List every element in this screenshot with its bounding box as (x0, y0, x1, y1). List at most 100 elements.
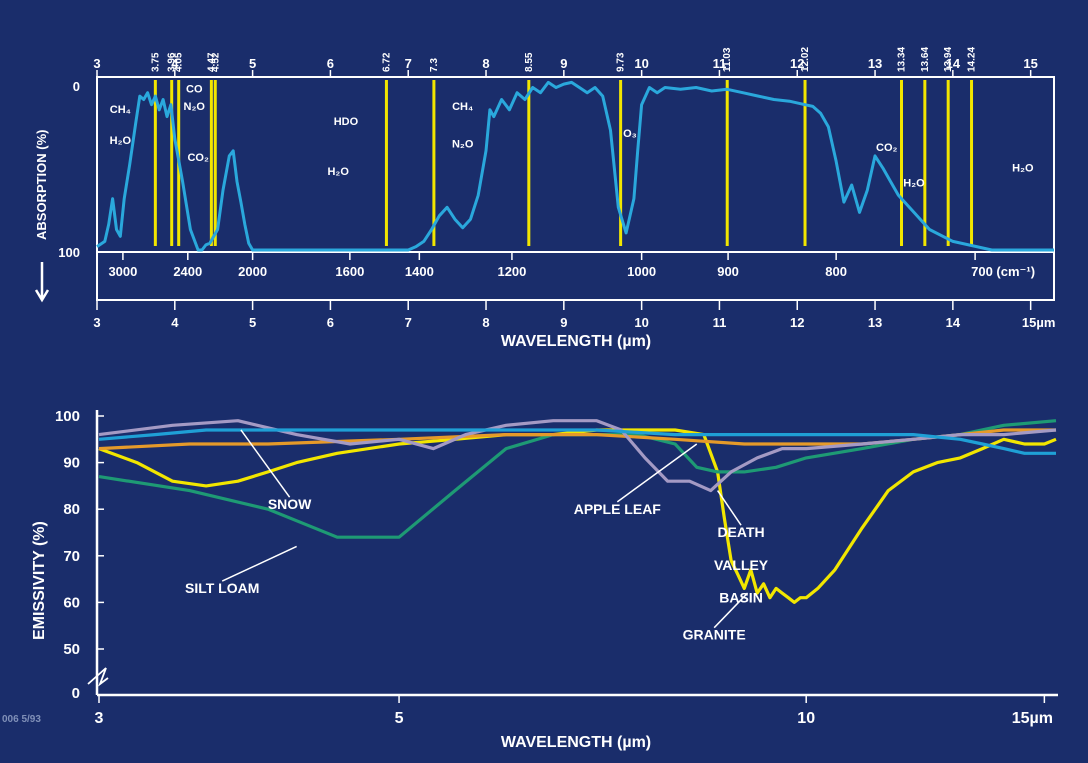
gas-label: N₂O (452, 138, 474, 150)
figure-footnote: 006 5/93 (2, 714, 41, 725)
y-tick-label: 60 (63, 594, 80, 611)
y-tick-label: 80 (63, 501, 80, 518)
top-tick-label: 11 (713, 56, 727, 71)
absorption-line (96, 80, 1054, 252)
wavenumber-tick-label: 2000 (238, 264, 267, 279)
label-leader-line (240, 429, 291, 498)
gas-label: H₂O (903, 178, 925, 190)
x-tick-label: 3 (93, 315, 100, 330)
y-tick-label: 0 (73, 79, 80, 94)
x-tick-label: 11 (713, 315, 727, 330)
wavenumber-tick-label: 3000 (108, 264, 137, 279)
gas-label: HDO (334, 116, 359, 128)
x-tick-label: 7 (405, 315, 412, 330)
y-tick-label: 0 (72, 685, 80, 702)
x-tick-label: 12 (790, 315, 804, 330)
x-tick-label: 4 (171, 315, 179, 330)
x-tick-label: 6 (327, 315, 334, 330)
label-leader-line (716, 490, 742, 526)
emissivity-line (98, 428, 1057, 605)
gas-label: H₂O (327, 166, 349, 178)
axis-break-icon (87, 667, 109, 687)
x-tick-label: 5 (249, 315, 256, 330)
band-label: 13.34 (897, 47, 908, 72)
x-tick-label: 8 (482, 315, 489, 330)
band-label: 14.24 (967, 47, 978, 72)
gas-label: O₃ (623, 128, 637, 140)
gas-label: CH₄ (452, 101, 473, 113)
series-label: VALLEY (714, 557, 769, 573)
emissivity-line (98, 419, 1057, 493)
x-tick-label: 14 (946, 315, 961, 330)
band-label: 12.02 (800, 47, 811, 72)
top-tick-label: 13 (868, 56, 882, 71)
x-tick-label: 15µm (1012, 710, 1053, 727)
top-tick-label: 10 (634, 56, 648, 71)
series-label: GRANITE (683, 627, 746, 643)
wavenumber-tick-label: 1000 (627, 264, 656, 279)
y-tick-label: 70 (63, 548, 80, 565)
gas-label: CH₄ (110, 104, 131, 116)
series-label: APPLE LEAF (574, 501, 662, 517)
series-label: DEATH (717, 524, 764, 540)
band-label: 4.47 (206, 52, 217, 72)
absorption-panel: 3.75 3.964.05 4.474.52 6.72 7.3 8.55 9.73 11.03… (34, 47, 1055, 350)
wavenumber-tick-label: 1600 (335, 264, 364, 279)
absorption-series (96, 80, 1054, 252)
top-tick-label: 5 (249, 56, 256, 71)
emissivity-ticks: 0 50 60 70 80 90 100 3 5 10 15µm (55, 408, 1053, 727)
absorption-ticks: 3 4 5 6 7 8 9 10 11 12 13 14 15 3 4 5 6 7 8 9 10 11 12 13 14 15µm… (93, 56, 1055, 330)
gas-label: N₂O (184, 101, 206, 113)
emissivity-y-axis-title: EMISSIVITY (%) (31, 521, 48, 640)
emissivity-panel: SNOW APPLE LEAF SILT LOAM DEATH VALLEY BASIN G… (2, 408, 1058, 751)
x-tick-label: 3 (95, 710, 104, 727)
band-label: 9.73 (616, 52, 627, 72)
gas-label: CO₂ (876, 142, 898, 154)
top-tick-label: 14 (946, 56, 961, 71)
gas-labels: CH₄ H₂O CO N₂O CO₂ HDO H₂O CH₄ N₂O O₃ CO₂ H₂O H₂O (110, 84, 1034, 190)
gas-label: H₂O (110, 135, 132, 147)
top-tick-label: 8 (482, 56, 489, 71)
absorption-y-axis-title: ABSORPTION (%) (34, 130, 49, 241)
band-label: 13.94 (943, 47, 954, 72)
gas-label: H₂O (1012, 162, 1034, 174)
y-tick-label: 100 (58, 245, 80, 260)
y-tick-label: 50 (63, 641, 80, 658)
wavenumber-tick-label: 2400 (173, 264, 202, 279)
top-tick-label: 7 (405, 56, 412, 71)
top-tick-label: 9 (560, 56, 567, 71)
label-leader-line (221, 545, 297, 582)
band-label: 4.05 (174, 52, 185, 72)
y-tick-label: 90 (63, 455, 80, 472)
gas-label: CO₂ (187, 152, 209, 164)
wavenumber-tick-label: 900 (717, 264, 739, 279)
emissivity-series (98, 419, 1057, 605)
band-label: 11.03 (722, 47, 733, 72)
band-label: 6.72 (381, 52, 392, 72)
gas-label: CO (186, 84, 203, 96)
wavenumber-tick-label: 1400 (405, 264, 434, 279)
x-tick-label: 5 (395, 710, 404, 727)
emissivity-x-axis-title: WAVELENGTH (µm) (501, 734, 651, 751)
y-tick-label: 100 (55, 408, 80, 425)
wavenumber-tick-label: 700 (cm⁻¹) (971, 264, 1035, 279)
band-label: 7.3 (429, 58, 440, 72)
band-label: 13.64 (920, 47, 931, 72)
x-tick-label: 15µm (1022, 315, 1056, 330)
band-label: 3.75 (150, 52, 161, 72)
absorption-x-axis-title: WAVELENGTH (µm) (501, 333, 651, 350)
top-tick-label: 12 (790, 56, 804, 71)
emissivity-line (98, 428, 1056, 455)
wavenumber-tick-label: 800 (825, 264, 847, 279)
series-label: SNOW (268, 496, 312, 512)
label-leader-line (616, 443, 698, 503)
down-arrow-icon (34, 262, 50, 303)
series-label: SILT LOAM (185, 580, 259, 596)
x-tick-label: 13 (868, 315, 882, 330)
x-tick-label: 10 (634, 315, 648, 330)
band-label: 3.96 (167, 52, 178, 72)
absorption-band-lines: 3.75 3.964.05 4.474.52 6.72 7.3 8.55 9.73 11.03… (150, 47, 978, 246)
top-tick-label: 15 (1023, 56, 1037, 71)
